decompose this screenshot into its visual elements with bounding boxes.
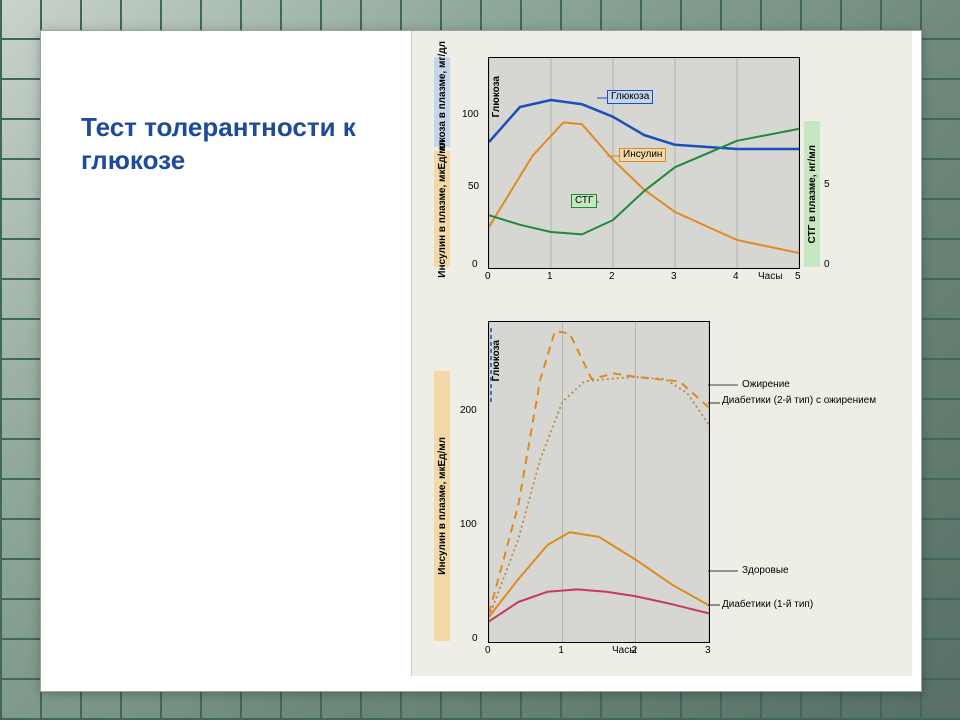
ylabel-insulin-top: Инсулин в плазме, мкЕд/мл (437, 138, 448, 280)
strip-insulin-top: Инсулин в плазме, мкЕд/мл (434, 151, 450, 267)
annot-diab2: Диабетики (2-й тип) с ожирением (722, 395, 892, 406)
xlabel-top: Часы (758, 271, 782, 282)
ytick-stg-0: 0 (824, 259, 830, 270)
ylabel-stg: СТГ в плазме, нг/мл (807, 143, 818, 246)
annot-diab1: Диабетики (1-й тип) (722, 599, 813, 610)
xlabel-bot: Часы (612, 645, 636, 656)
xtick-bot-3: 3 (705, 645, 711, 656)
ytick-bot-0: 0 (472, 633, 478, 644)
legend-stg: СТГ (571, 194, 597, 208)
legend-glucose: Глюкоза (607, 90, 653, 104)
xtick-top-3: 3 (671, 271, 677, 282)
annot-obesity: Ожирение (742, 379, 790, 390)
xtick-top-5: 5 (795, 271, 801, 282)
xtick-top-4: 4 (733, 271, 739, 282)
glucose-marker-top: Глюкоза (489, 62, 503, 132)
charts-panel: Глюкоза в плазме, мг/дл Инсулин в плазме… (411, 31, 912, 676)
ylabel-insulin-bottom: Инсулин в плазме, мкЕд/мл (437, 435, 448, 577)
ytick-top-50: 50 (468, 181, 479, 192)
slide-title: Тест толерантности к глюкозе (81, 111, 401, 176)
annot-healthy: Здоровые (742, 565, 789, 576)
strip-insulin-bottom: Инсулин в плазме, мкЕд/мл (434, 371, 450, 641)
slide: Тест толерантности к глюкозе Глюкоза в п… (40, 30, 922, 692)
xtick-bot-1: 1 (558, 645, 564, 656)
xtick-top-2: 2 (609, 271, 615, 282)
xtick-bot-0: 0 (485, 645, 491, 656)
ytick-top-0: 0 (472, 259, 478, 270)
bottom-chart-plot: Глюкоза (488, 321, 710, 643)
xtick-top-1: 1 (547, 271, 553, 282)
legend-insulin: Инсулин (619, 148, 666, 162)
ytick-top-100: 100 (462, 109, 479, 120)
glucose-marker-bottom: Глюкоза (489, 326, 503, 396)
strip-glucose-top: Глюкоза в плазме, мг/дл (434, 57, 450, 147)
ytick-bot-100: 100 (460, 519, 477, 530)
top-chart-plot: Глюкоза Глюкоза Инсулин СТГ (488, 57, 800, 269)
ytick-stg-5: 5 (824, 179, 830, 190)
xtick-top-0: 0 (485, 271, 491, 282)
bottom-chart-svg (489, 322, 709, 642)
ytick-bot-200: 200 (460, 405, 477, 416)
strip-stg-right: СТГ в плазме, нг/мл (804, 121, 820, 267)
